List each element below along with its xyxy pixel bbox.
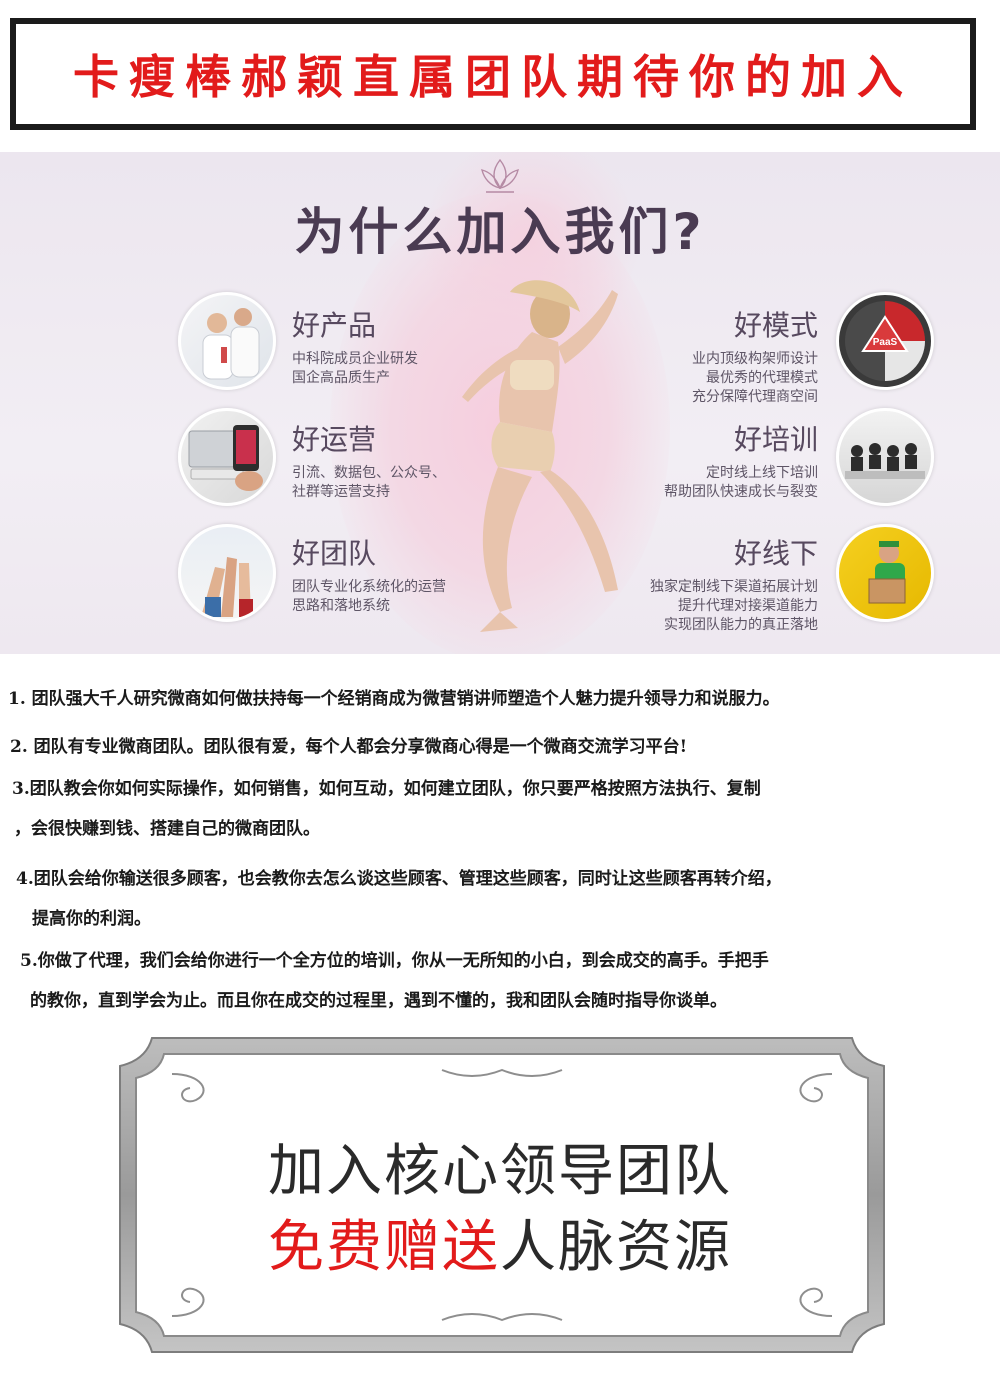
lab-scientists-image <box>178 292 276 390</box>
team-hands-image <box>178 524 276 622</box>
list-item: 2. 团队有专业微商团队。团队很有爱，每个人都会分享微商心得是一个微商交流学习平… <box>10 737 688 757</box>
training-class-image <box>836 408 934 506</box>
promo-title: 为什么加入我们? <box>294 203 706 261</box>
cta-line-2: 免费赠送人脉资源 <box>0 1202 1000 1283</box>
ornamental-frame <box>119 1037 885 1353</box>
phone-operation-image <box>178 408 276 506</box>
feature-good-team: 好团队 团队专业化系统化的运营 思路和落地系统 <box>292 532 612 616</box>
feature-desc-line: 中科院成员企业研发 <box>292 351 418 367</box>
promo-panel: 为什么加入我们? 好产品 中科院成员企业研发 国企高品质生产 <box>0 152 1000 654</box>
list-item: 1. 团队强大千人研究微商如何做扶持每一个经销商成为微营销讲师塑造个人魅力提升领… <box>8 689 780 709</box>
cta-free-gift: 免费赠送 <box>268 1215 500 1280</box>
feature-desc-line: 独家定制线下渠道拓展计划 <box>650 579 818 595</box>
feature-good-product: 好产品 中科院成员企业研发 国企高品质生产 <box>292 304 612 388</box>
list-item: ，会很快赚到钱、搭建自己的微商团队。 <box>14 819 320 839</box>
dancer-figure <box>462 280 618 632</box>
list-item: 3.团队教会你如何实际操作，如何销售，如何互动，如何建立团队，你只要严格按照方法… <box>12 779 761 799</box>
feature-good-model: 好模式 业内顶级构架师设计 最优秀的代理模式 充分保障代理商空间 <box>498 304 818 407</box>
feature-title: 好模式 <box>733 309 818 342</box>
paas-model-image: PaaS <box>836 292 934 390</box>
feature-desc-line: 最优秀的代理模式 <box>706 370 818 386</box>
feature-desc-line: 提升代理对接渠道能力 <box>678 598 818 614</box>
feature-desc-line: 社群等运营支持 <box>292 484 390 500</box>
feature-good-operation: 好运营 引流、数据包、公众号、 社群等运营支持 <box>292 418 612 502</box>
feature-good-training: 好培训 定时线上线下培训 帮助团队快速成长与裂变 <box>498 418 818 502</box>
cta-line-1: 加入核心领导团队 <box>268 1139 732 1204</box>
delivery-man-image <box>836 524 934 622</box>
banner-title: 卡瘦棒郝颖直属团队期待你的加入 <box>73 50 913 104</box>
feature-good-offline: 好线下 独家定制线下渠道拓展计划 提升代理对接渠道能力 实现团队能力的真正落地 <box>498 532 818 635</box>
list-item: 5.你做了代理，我们会给你进行一个全方位的培训，你从一无所知的小白，到会成交的高… <box>20 951 769 971</box>
feature-title: 好线下 <box>733 537 818 570</box>
feature-desc-line: 团队专业化系统化的运营 <box>292 579 446 595</box>
feature-desc-line: 思路和落地系统 <box>292 598 390 614</box>
top-banner: 卡瘦棒郝颖直属团队期待你的加入 <box>10 18 976 130</box>
feature-title: 好运营 <box>292 423 377 456</box>
paas-label: PaaS <box>873 337 898 348</box>
list-item: 的教你，直到学会为止。而且你在成交的过程里，遇到不懂的，我和团队会随时指导你谈单… <box>30 991 727 1011</box>
list-item: 4.团队会给你输送很多顾客，也会教你去怎么谈这些顾客、管理这些顾客，同时让这些顾… <box>16 869 782 889</box>
feature-desc-line: 充分保障代理商空间 <box>692 389 818 405</box>
lotus-icon <box>481 158 519 193</box>
feature-desc-line: 国企高品质生产 <box>292 370 390 386</box>
list-item: 提高你的利润。 <box>32 909 151 929</box>
feature-title: 好培训 <box>733 423 818 456</box>
feature-title: 好团队 <box>292 537 377 570</box>
feature-desc-line: 帮助团队快速成长与裂变 <box>664 484 818 500</box>
feature-desc-line: 实现团队能力的真正落地 <box>664 617 818 633</box>
feature-desc-line: 业内顶级构架师设计 <box>692 351 818 367</box>
feature-title: 好产品 <box>292 309 377 342</box>
feature-desc-line: 引流、数据包、公众号、 <box>292 465 446 481</box>
feature-desc-line: 定时线上线下培训 <box>706 465 818 481</box>
cta-network-resources: 人脉资源 <box>500 1215 732 1280</box>
